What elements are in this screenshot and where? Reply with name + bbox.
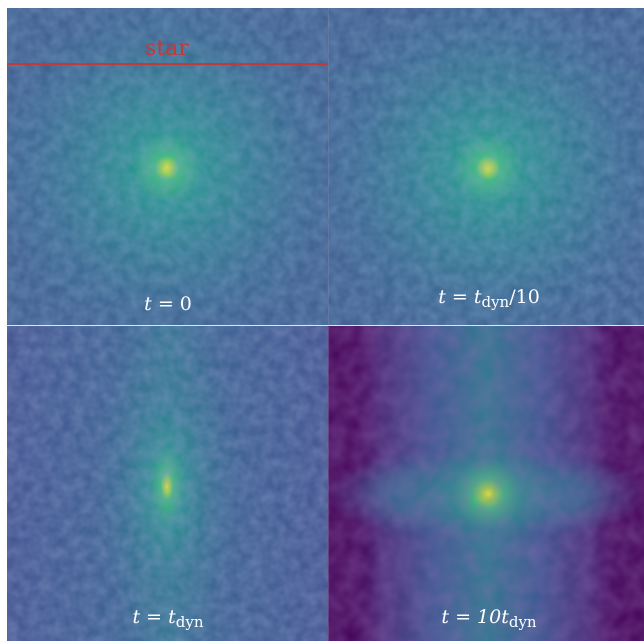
star-annotation: star bbox=[145, 36, 189, 61]
panel-t10dyn bbox=[328, 326, 644, 641]
panel-label-t0: t = 0 bbox=[144, 293, 192, 315]
panel-t0 bbox=[7, 8, 328, 326]
panel-tdyn bbox=[7, 326, 328, 641]
star-marker-line bbox=[7, 63, 328, 65]
panel-t10dyn-image bbox=[328, 326, 644, 641]
panel-t0-image bbox=[7, 8, 328, 326]
panel-label-tdyn: t = tdyn bbox=[132, 606, 204, 631]
panel-label-t10dyn: t = 10tdyn bbox=[441, 606, 537, 631]
panel-tdyn10 bbox=[328, 8, 644, 326]
image-grid bbox=[7, 8, 644, 641]
vertical-divider bbox=[328, 8, 329, 641]
panel-tdyn10-image bbox=[328, 8, 644, 326]
panel-label-tdyn10: t = tdyn/10 bbox=[438, 286, 540, 311]
horizontal-divider bbox=[7, 325, 644, 326]
panel-tdyn-image bbox=[7, 326, 328, 641]
